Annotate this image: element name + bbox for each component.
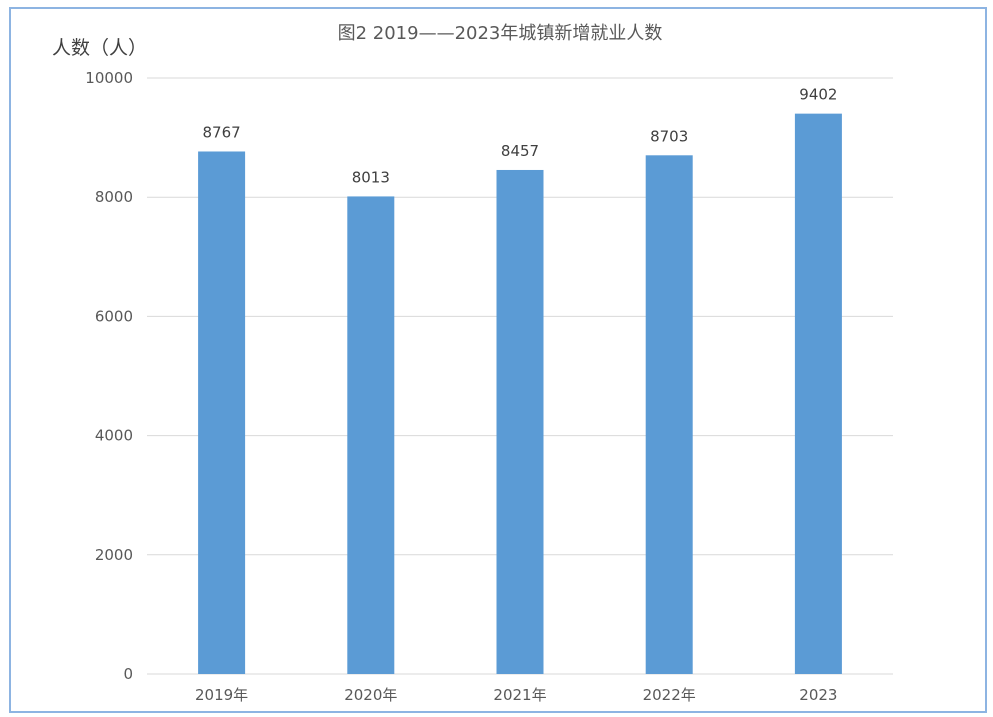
data-label: 8767 (203, 123, 241, 141)
bars (198, 113, 842, 674)
x-tick-label: 2023 (799, 686, 837, 704)
y-tick-label: 2000 (95, 546, 133, 564)
gridlines (147, 77, 893, 675)
y-tick-label: 6000 (95, 307, 133, 325)
x-tick-label: 2019年 (195, 686, 248, 704)
y-tick-label: 10000 (85, 69, 133, 87)
data-labels: 8767 8013 8457 8703 9402 (203, 86, 838, 187)
data-label: 8013 (352, 168, 390, 186)
bar (794, 113, 842, 674)
bar (198, 151, 246, 674)
chart-title: 图2 2019——2023年城镇新增就业人数 (338, 23, 663, 44)
x-tick-label: 2020年 (344, 686, 397, 704)
y-tick-label: 4000 (95, 427, 133, 445)
y-tick-label: 8000 (95, 188, 133, 206)
y-axis-label: 人数（人） (52, 37, 147, 59)
chart-frame (9, 7, 987, 713)
bar (645, 155, 693, 674)
x-axis-ticks: 2019年 2020年 2021年 2022年 2023 (195, 686, 837, 704)
bar (496, 169, 544, 674)
x-tick-label: 2021年 (493, 686, 546, 704)
bar (347, 196, 395, 674)
data-label: 9402 (799, 86, 837, 104)
x-tick-label: 2022年 (643, 686, 696, 704)
y-axis-ticks: 0 2000 4000 6000 8000 10000 (85, 69, 133, 683)
data-label: 8703 (650, 127, 688, 145)
y-tick-label: 0 (123, 665, 133, 683)
data-label: 8457 (501, 142, 539, 160)
